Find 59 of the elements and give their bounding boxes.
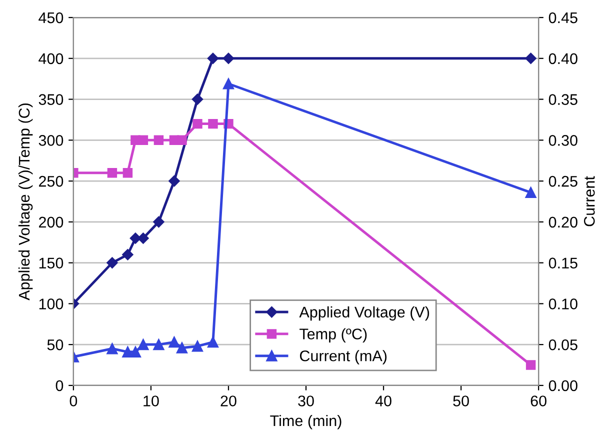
point [138, 135, 148, 146]
point [525, 52, 536, 64]
x-tick-label: 40 [375, 396, 392, 406]
y2-tick-label: 0.20 [548, 216, 578, 228]
point [192, 94, 204, 105]
point [168, 336, 180, 348]
x-tick-label: 60 [530, 396, 546, 406]
x-axis-title: Time (min) [270, 414, 342, 430]
y-tick-label: 450 [38, 12, 64, 24]
y2-tick-label: 0.35 [548, 94, 578, 105]
x-tick-label: 0 [70, 396, 78, 406]
point [106, 343, 118, 354]
y2-tick-label: 0.10 [548, 298, 578, 310]
x-tick-label: 30 [298, 396, 314, 406]
point [222, 78, 234, 90]
point [168, 175, 180, 187]
point [207, 52, 219, 64]
y-tick-label: 150 [39, 258, 64, 268]
point [106, 257, 118, 268]
point [207, 336, 219, 348]
point [138, 339, 149, 350]
point [176, 342, 188, 354]
y-tick-label: 100 [39, 298, 64, 310]
point [192, 340, 204, 352]
legend-label: Current (mA) [300, 350, 387, 364]
point [138, 232, 149, 244]
y-tick-label: 50 [47, 339, 64, 350]
point [153, 216, 164, 228]
y2-tick-label: 0.30 [548, 135, 578, 146]
y2-tick-label: 0.00 [548, 380, 578, 392]
point [177, 135, 187, 146]
y-tick-label: 250 [39, 176, 64, 187]
point [526, 360, 536, 370]
y2-tick-label: 0.15 [548, 258, 578, 268]
x-tick-label: 20 [220, 396, 236, 406]
y-tick-label: 350 [38, 94, 64, 105]
y2-tick-label: 0.25 [548, 176, 578, 187]
x-tick-label: 50 [453, 396, 469, 406]
point [122, 249, 134, 260]
y-tick-label: 300 [38, 135, 64, 146]
y-axis-title: Applied Voltage (V)/Temp (C) [18, 104, 33, 300]
point [153, 339, 164, 350]
point [208, 118, 218, 129]
point [192, 118, 202, 129]
point [154, 135, 164, 146]
legend-label: Applied Voltage (V) [299, 306, 430, 321]
point [222, 52, 234, 64]
y-tick-label: 400 [38, 53, 64, 64]
y-tick-label: 200 [39, 216, 64, 228]
y-tick-label: 0 [56, 380, 64, 392]
legend-label: Temp (ºC) [300, 328, 367, 342]
point [107, 168, 118, 178]
y2-tick-label: 0.05 [548, 339, 578, 350]
point [525, 186, 536, 198]
y2-tick-label: 0.45 [548, 12, 578, 24]
x-tick-label: 10 [144, 396, 159, 406]
point [122, 168, 133, 178]
y2-axis-title: Current [584, 176, 595, 226]
y2-tick-label: 0.40 [548, 53, 578, 64]
